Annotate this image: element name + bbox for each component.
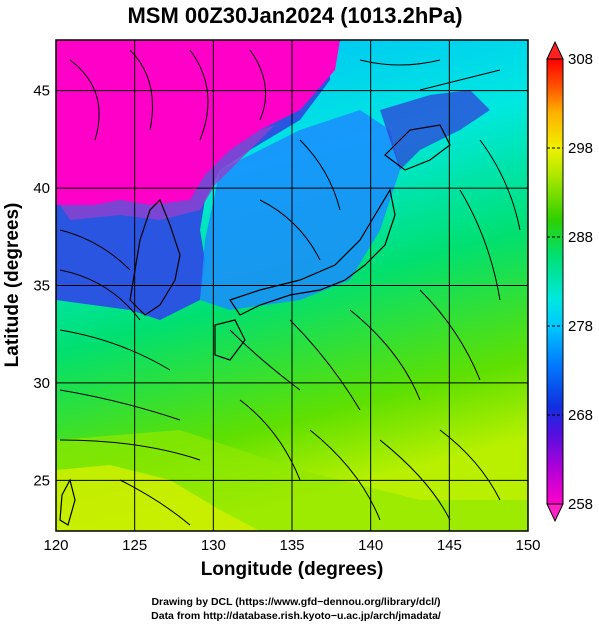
colorbar-ticks: 258 268 278 288 298 308 [547,51,593,513]
x-tick-label: 125 [122,537,147,554]
colorbar-tick-label: 308 [568,51,593,68]
y-axis-ticks: 25 30 35 40 45 [33,83,50,490]
y-tick-label: 40 [33,180,50,197]
hokkaido-coast [384,124,451,171]
colorbar-tick-label: 258 [568,496,593,513]
lat-lon-grid [56,40,528,531]
x-tick-label: 145 [437,537,462,554]
plot-frame [55,39,529,532]
cold-ocean-region [200,110,400,310]
y-tick-label: 30 [33,375,50,392]
y-tick-label: 25 [33,472,50,489]
x-tick-label: 120 [43,537,68,554]
korean-peninsula-coast [129,198,181,316]
honshu-coast [229,188,396,316]
x-axis-label: Longitude (degrees) [201,559,384,580]
y-axis-label: Latitude (degrees) [2,203,23,368]
x-tick-label: 140 [358,537,383,554]
x-tick-label: 135 [279,537,304,554]
hot-southwest-region [56,465,260,531]
colorbar-tick-label: 268 [568,407,593,424]
coastlines [59,124,451,526]
y-tick-label: 45 [33,83,50,100]
kyushu-coast [214,319,246,361]
colorbar: 258 268 278 288 298 308 [546,40,593,523]
purple-transition-region [60,125,275,220]
colorbar-tick-label: 288 [568,229,593,246]
taiwan-coast [59,478,76,526]
x-tick-label: 150 [515,537,540,554]
magenta-cold-region [56,40,340,205]
map-plot-area [56,40,528,531]
japan-north-cold-region [380,90,490,170]
colorbar-lower-arrow [546,503,564,523]
x-tick-label: 130 [201,537,226,554]
credit-line-2: Data from http://database.rish.kyoto−u.a… [151,610,441,622]
y-tick-label: 35 [33,278,50,295]
colorbar-gradient [546,58,564,505]
credit-line-1: Drawing by DCL (https://www.gfd−dennou.o… [151,596,440,608]
map-title: MSM 00Z30Jan2024 (1013.2hPa) [127,3,462,28]
colorbar-upper-arrow [546,40,564,60]
colorbar-tick-label: 298 [568,140,593,157]
colorbar-tick-label: 278 [568,318,593,335]
x-axis-ticks: 120 125 130 135 140 145 150 [43,537,540,554]
